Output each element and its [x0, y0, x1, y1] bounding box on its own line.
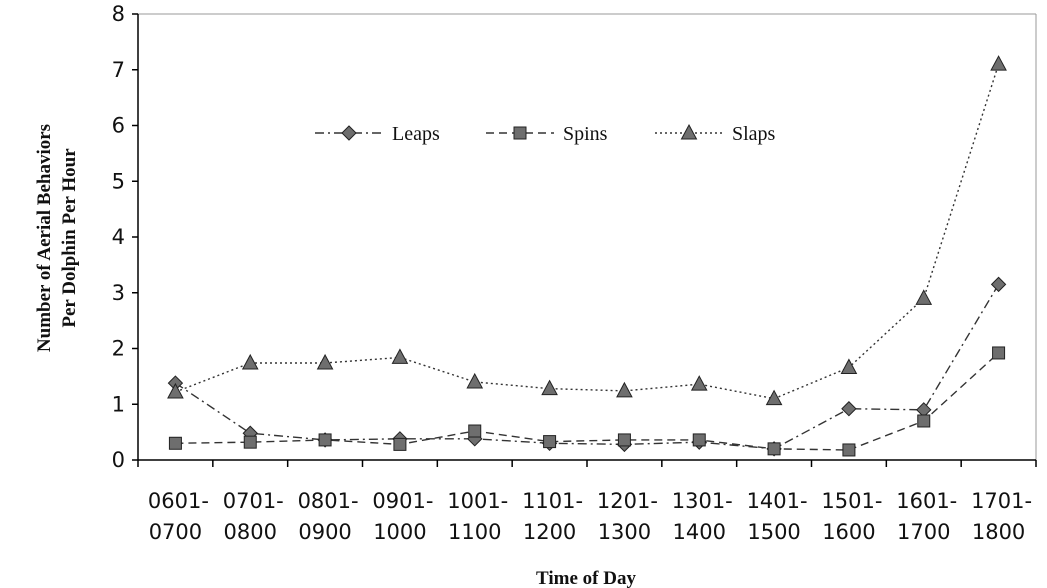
x-tick-label-line-1: 1601-	[896, 489, 957, 513]
spins-line	[175, 352, 1000, 451]
x-tick-label-line-1: 0701-	[223, 489, 284, 513]
x-tick-label-line-1: 1301-	[672, 489, 733, 513]
y-axis-title-line-2: Per Dolphin Per Hour	[59, 148, 80, 328]
x-tick-label-line-2: 1300	[598, 520, 651, 544]
chart-axes	[132, 13, 1037, 467]
slaps-point	[167, 382, 184, 399]
y-tick-label: 8	[112, 2, 125, 26]
slaps-point	[241, 353, 259, 370]
series-slaps	[167, 55, 1007, 406]
spins-point	[318, 433, 332, 447]
x-tick-label-line-2: 0900	[298, 520, 351, 544]
x-tick-label-line-1: 1701-	[971, 489, 1032, 513]
spins-point	[992, 346, 1006, 360]
slaps-point	[616, 381, 633, 398]
slaps-point	[391, 348, 409, 364]
spins-point	[543, 435, 557, 449]
legend-item-leaps: Leaps	[315, 123, 440, 145]
y-tick-label: 4	[112, 225, 125, 249]
spins-point	[692, 433, 706, 447]
y-axis-title-line-1: Number of Aerial Behaviors	[34, 124, 55, 352]
spins-point	[243, 435, 257, 449]
legend: Leaps Spins Slaps	[315, 123, 776, 145]
x-axis-title: Time of Day	[536, 568, 636, 588]
x-tick-label-line-2: 1500	[747, 520, 800, 544]
spins-point	[617, 433, 631, 447]
y-tick-label: 2	[112, 337, 125, 361]
x-tick-label-line-2: 1000	[373, 520, 426, 544]
x-tick-label-line-1: 1001-	[447, 489, 508, 513]
spins-point	[393, 437, 407, 451]
slaps-point	[466, 372, 484, 389]
slaps-line	[175, 63, 1000, 400]
spins-point	[917, 414, 931, 428]
x-tick-label-line-1: 1401-	[747, 489, 808, 513]
x-tick-labels: 0601- 0700 0701- 0800 0801- 0900 0901- 1000 1001…	[148, 489, 1032, 544]
legend-label-slaps: Slaps	[732, 123, 776, 145]
y-tick-label: 5	[112, 169, 125, 193]
leaps-line	[175, 284, 1000, 450]
y-tick-label: 3	[112, 281, 125, 305]
x-tick-label-line-1: 0901-	[372, 489, 433, 513]
y-tick-label: 7	[112, 58, 125, 82]
slaps-point	[765, 389, 783, 406]
slaps-point	[690, 375, 708, 391]
x-tick-label-line-2: 1800	[972, 520, 1025, 544]
slaps-point	[316, 353, 334, 370]
legend-item-slaps: Slaps	[655, 123, 776, 145]
legend-item-spins: Spins	[486, 123, 608, 145]
spins-point	[767, 442, 781, 456]
slaps-point	[541, 379, 558, 396]
series-leaps	[167, 276, 1007, 457]
x-tick-label-line-2: 0800	[224, 520, 277, 544]
y-tick-label: 0	[112, 448, 125, 472]
series-layer	[167, 55, 1007, 457]
x-tick-label-line-2: 1400	[673, 520, 726, 544]
y-tick-label: 6	[112, 114, 125, 138]
spins-point	[168, 436, 182, 450]
x-tick-label-line-2: 1700	[897, 520, 950, 544]
legend-marker-slaps	[680, 123, 698, 140]
x-tick-label-line-2: 1600	[822, 520, 875, 544]
series-spins	[168, 346, 1006, 457]
x-tick-label-line-2: 1100	[448, 520, 501, 544]
y-tick-labels: 0 1 2 3 4 5 6 7 8	[112, 2, 125, 472]
spins-point	[842, 443, 856, 457]
x-tick-label-line-1: 0801-	[298, 489, 359, 513]
spins-point	[468, 424, 482, 438]
legend-label-leaps: Leaps	[392, 123, 440, 145]
slaps-point	[840, 358, 858, 374]
x-tick-label-line-1: 1501-	[821, 489, 882, 513]
legend-marker-spins	[513, 126, 527, 140]
x-tick-label-line-2: 0700	[149, 520, 202, 544]
legend-marker-leaps	[341, 125, 357, 141]
leaps-point	[841, 401, 857, 417]
x-tick-label-line-2: 1200	[523, 520, 576, 544]
leaps-point	[990, 276, 1007, 293]
x-tick-label-line-1: 1201-	[597, 489, 658, 513]
slaps-point	[990, 55, 1007, 71]
legend-label-spins: Spins	[563, 123, 608, 145]
x-tick-label-line-1: 1101-	[522, 489, 583, 513]
x-tick-label-line-1: 0601-	[148, 489, 209, 513]
y-tick-label: 1	[112, 392, 125, 416]
slaps-point	[915, 289, 933, 305]
